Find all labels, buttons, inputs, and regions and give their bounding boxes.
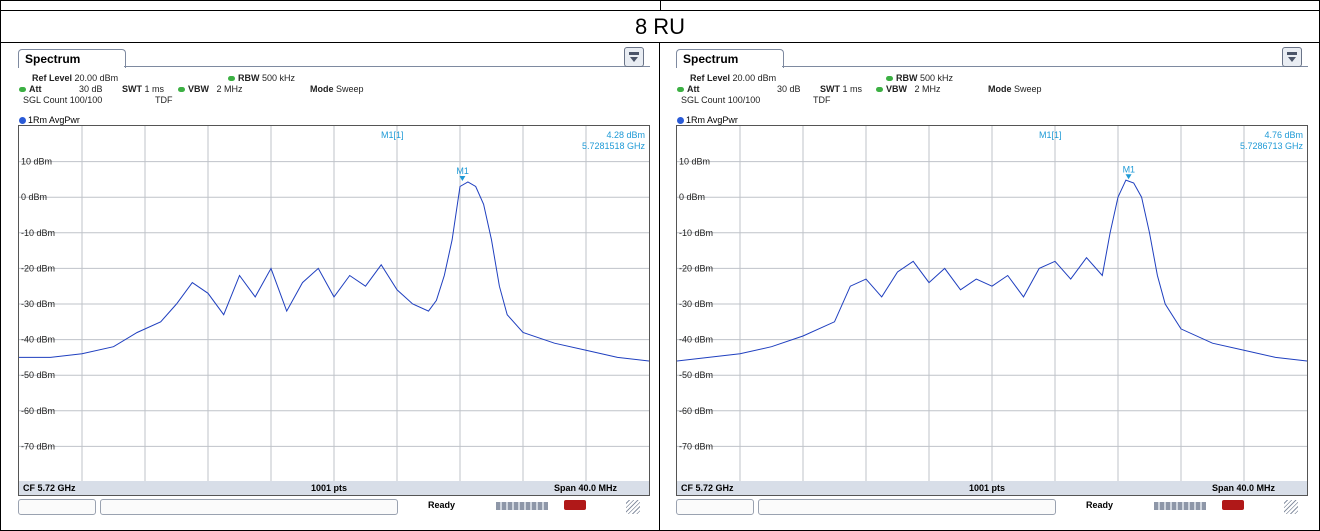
tab-underline — [124, 66, 650, 67]
swt-setting: SWT 1 ms — [122, 84, 165, 94]
att-indicator-icon — [19, 87, 26, 92]
sweep-points: 1001 pts — [311, 483, 348, 493]
att-setting: Att — [19, 84, 42, 94]
marker-m1-label: M1 — [1123, 164, 1136, 174]
center-frequency: CF 5.72 GHz — [681, 483, 734, 493]
ref-level-setting: Ref Level 20.00 dBm — [32, 73, 119, 83]
y-tick-label: -40 dBm — [679, 335, 713, 345]
trace-label: 1Rm AvgPwr — [19, 115, 80, 125]
y-tick-label: -50 dBm — [21, 370, 55, 380]
plot-area[interactable]: 10 dBm 0 dBm -10 dBm -20 dBm -30 dBm -40 dBm -… — [676, 125, 1308, 483]
menu-dropdown-icon[interactable] — [1282, 47, 1302, 67]
menu-dropdown-icon[interactable] — [624, 47, 644, 67]
spectrum-trace — [19, 181, 649, 362]
rbw-indicator-icon — [886, 76, 893, 81]
spectrum-panel-right: Spectrum Ref Level 20.00 dBm Att 30 dB S… — [676, 45, 1308, 523]
marker-m1-triangle — [459, 175, 466, 181]
column-divider — [659, 42, 660, 531]
y-tick-label: -20 dBm — [21, 263, 55, 273]
y-tick-label: -10 dBm — [679, 228, 713, 238]
y-tick-label: 0 dBm — [21, 192, 47, 202]
marker-m1-triangle — [1125, 174, 1132, 180]
marker-name: M1[1] — [1039, 130, 1062, 140]
spectrum-tab[interactable]: Spectrum — [676, 49, 784, 68]
att-value: 30 dB — [79, 84, 103, 94]
status-ready: Ready — [428, 500, 456, 510]
y-tick-label: -40 dBm — [21, 335, 55, 345]
tdf-label: TDF — [155, 95, 173, 105]
y-tick-label: 10 dBm — [21, 157, 52, 167]
y-tick-label: -30 dBm — [679, 299, 713, 309]
rbw-indicator-icon — [228, 76, 235, 81]
y-tick-label: 10 dBm — [679, 157, 710, 167]
plot-area[interactable]: 10 dBm 0 dBm -10 dBm -20 dBm -30 dBm -40 dBm -… — [18, 125, 650, 483]
marker-name: M1[1] — [381, 130, 404, 140]
status-ready: Ready — [1086, 500, 1114, 510]
marker-level: 4.28 dBm — [606, 130, 645, 140]
y-tick-label: -60 dBm — [21, 406, 55, 416]
rbw-setting: RBW 500 kHz — [886, 73, 953, 83]
vbw-indicator-icon — [876, 87, 883, 92]
y-tick-label: -50 dBm — [679, 370, 713, 380]
message-field — [100, 499, 398, 515]
spectrum-trace — [677, 179, 1307, 362]
y-tick-label: -70 dBm — [679, 441, 713, 451]
y-tick-label: -60 dBm — [679, 406, 713, 416]
rbw-setting: RBW 500 kHz — [228, 73, 295, 83]
center-frequency: CF 5.72 GHz — [23, 483, 76, 493]
plot-footer: CF 5.72 GHz 1001 pts Span 40.0 MHz — [676, 481, 1308, 496]
sgl-count: SGL Count 100/100 — [681, 95, 761, 105]
sweep-points: 1001 pts — [969, 483, 1006, 493]
trace-indicator-icon — [677, 117, 684, 124]
table-header: 8 RU — [1, 11, 1319, 43]
vbw-setting: VBW 2 MHz — [876, 84, 941, 94]
status-field — [676, 499, 754, 515]
marker-m1-label: M1 — [456, 166, 469, 176]
span: Span 40.0 MHz — [554, 483, 618, 493]
brand-logo-icon — [564, 500, 586, 510]
att-indicator-icon — [677, 87, 684, 92]
vbw-indicator-icon — [178, 87, 185, 92]
swt-setting: SWT 1 ms — [820, 84, 863, 94]
att-value: 30 dB — [777, 84, 801, 94]
progress-meter — [496, 502, 548, 510]
message-field — [758, 499, 1056, 515]
spectrum-plot: 10 dBm 0 dBm -10 dBm -20 dBm -30 dBm -40 dBm -… — [677, 126, 1307, 482]
y-tick-label: 0 dBm — [679, 192, 705, 202]
resize-grip-icon[interactable] — [626, 500, 640, 514]
marker-frequency: 5.7281518 GHz — [582, 141, 646, 151]
y-tick-label: -10 dBm — [21, 228, 55, 238]
tab-underline — [782, 66, 1308, 67]
status-bar: Ready — [676, 496, 1306, 516]
y-tick-label: -70 dBm — [21, 441, 55, 451]
y-tick-label: -20 dBm — [679, 263, 713, 273]
marker-frequency: 5.7286713 GHz — [1240, 141, 1304, 151]
plot-footer: CF 5.72 GHz 1001 pts Span 40.0 MHz — [18, 481, 650, 496]
vbw-setting: VBW 2 MHz — [178, 84, 243, 94]
status-field — [18, 499, 96, 515]
y-tick-label: -30 dBm — [21, 299, 55, 309]
top-table-row — [1, 1, 1319, 11]
sgl-count: SGL Count 100/100 — [23, 95, 103, 105]
progress-meter — [1154, 502, 1206, 510]
span: Span 40.0 MHz — [1212, 483, 1276, 493]
spectrum-panel-left: Spectrum Ref Level 20.00 dBm Att 30 dB S… — [18, 45, 650, 523]
resize-grip-icon[interactable] — [1284, 500, 1298, 514]
ref-level-setting: Ref Level 20.00 dBm — [690, 73, 777, 83]
trace-indicator-icon — [19, 117, 26, 124]
att-setting: Att — [677, 84, 700, 94]
spectrum-plot: 10 dBm 0 dBm -10 dBm -20 dBm -30 dBm -40 dBm -… — [19, 126, 649, 482]
mode-setting: Mode Sweep — [988, 84, 1042, 94]
trace-label: 1Rm AvgPwr — [677, 115, 738, 125]
mode-setting: Mode Sweep — [310, 84, 364, 94]
brand-logo-icon — [1222, 500, 1244, 510]
spectrum-tab[interactable]: Spectrum — [18, 49, 126, 68]
tdf-label: TDF — [813, 95, 831, 105]
marker-level: 4.76 dBm — [1264, 130, 1303, 140]
status-bar: Ready — [18, 496, 648, 516]
